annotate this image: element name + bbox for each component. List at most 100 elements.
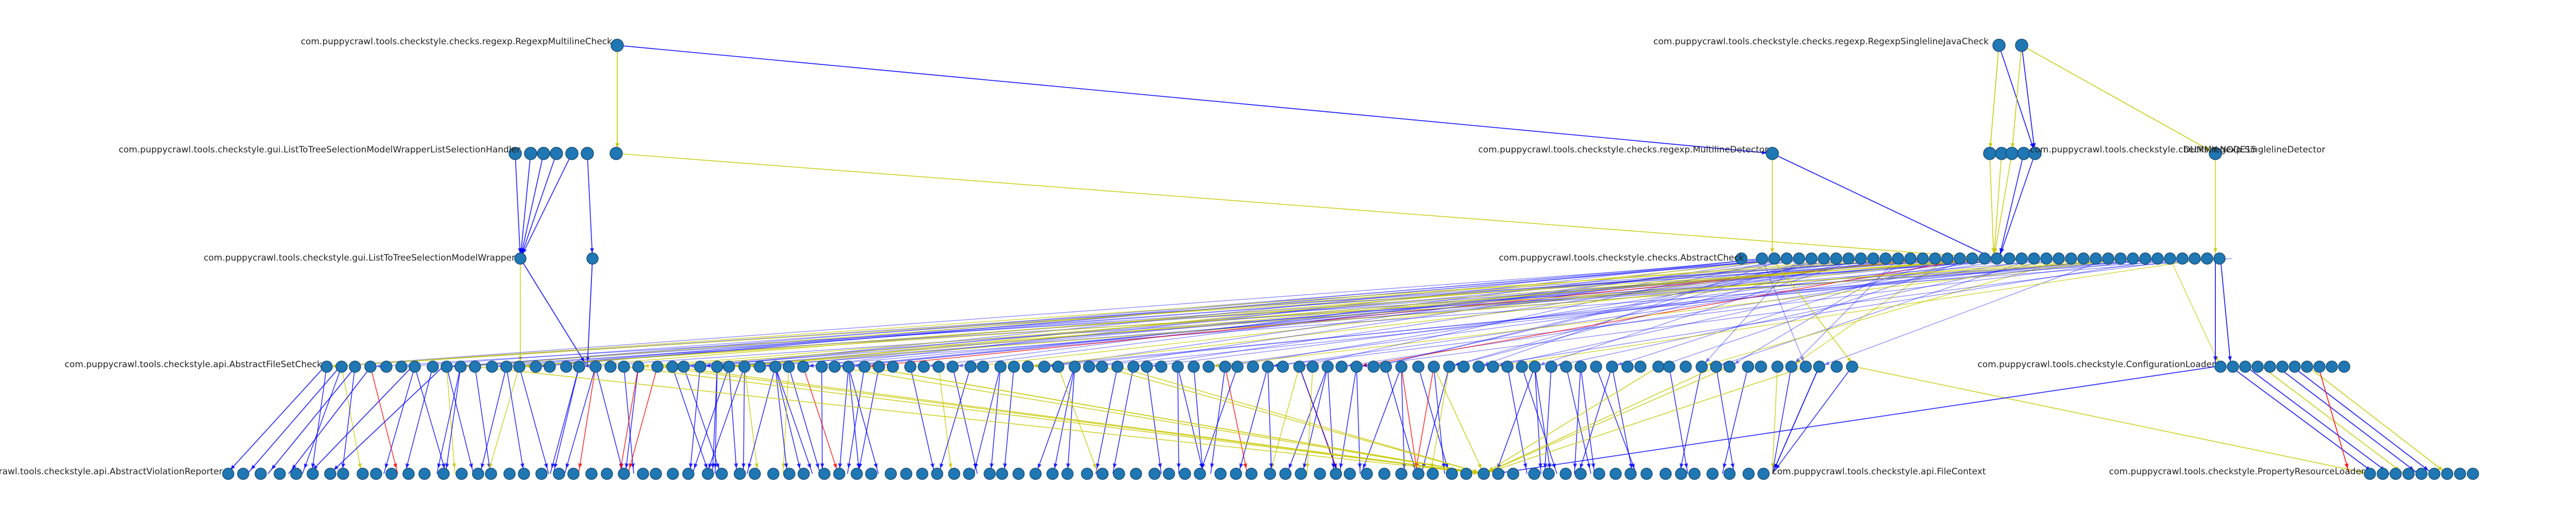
dependency-edge: [1772, 366, 1778, 474]
dependency-edge: [744, 258, 2232, 367]
graph-node: [1458, 360, 1470, 373]
dependency-edge: [2318, 366, 2350, 474]
dependency-edge: [1044, 258, 1787, 367]
node-label-layer2-right: com.puppycrawl.tools.checkstyle.checks.r…: [2030, 145, 2325, 155]
graph-node: [2040, 252, 2053, 265]
graph-node: [1130, 468, 1142, 480]
edge-arrowhead: [989, 463, 994, 469]
dependency-edge: [1729, 258, 1911, 367]
dependency-edge: [564, 366, 596, 474]
graph-node: [946, 360, 959, 373]
dependency-edge: [848, 366, 879, 474]
edge-arrowhead: [703, 463, 708, 469]
node-label-top-right: com.puppycrawl.tools.checkstyle.checks.r…: [1653, 37, 1989, 47]
graph-node: [1155, 360, 1167, 373]
dependency-edge: [326, 258, 1800, 367]
graph-node: [1478, 468, 1490, 480]
dependency-edge: [1612, 258, 1948, 367]
node-label-layer5-mid: com.puppycrawl.tools.checkstyle.api.File…: [1772, 467, 1986, 477]
edge-arrowhead: [689, 364, 694, 368]
graph-node: [1487, 360, 1499, 373]
graph-node: [1723, 360, 1736, 373]
graph-node: [1230, 468, 1242, 480]
dependency-edge: [743, 366, 745, 474]
graph-node: [1867, 252, 1879, 265]
graph-node: [586, 252, 599, 265]
edge-arrowhead: [376, 364, 381, 368]
edge-arrowhead: [1680, 463, 1684, 469]
dependency-edge: [520, 153, 531, 259]
dependency-edge: [1574, 366, 1581, 474]
graph-node: [2015, 39, 2028, 52]
graph-node: [472, 468, 484, 480]
edge-arrowhead: [1243, 463, 1247, 469]
dependency-edge: [747, 366, 776, 474]
dependency-edge: [848, 258, 1899, 367]
graph-node: [933, 360, 945, 373]
edge-arrowhead: [1684, 463, 1688, 469]
graph-node: [1723, 468, 1736, 480]
graph-node: [585, 468, 598, 480]
graph-node: [1446, 468, 1458, 480]
edge-arrowhead: [741, 463, 746, 469]
graph-node: [1029, 468, 1042, 480]
dependency-edge: [692, 366, 730, 474]
edge-arrowhead: [469, 463, 473, 469]
edge-arrowhead: [580, 356, 585, 362]
graph-node: [1295, 468, 1307, 480]
dependency-edge: [2021, 45, 2036, 154]
node-label-top-left: com.puppycrawl.tools.checkstyle.checks.r…: [301, 37, 612, 47]
graph-node: [1264, 468, 1276, 480]
edge-arrowhead: [1402, 463, 1406, 469]
graph-node: [1008, 360, 1020, 373]
edge-arrowhead: [437, 463, 442, 469]
graph-node: [609, 147, 623, 160]
dependency-edge: [1580, 366, 1595, 474]
graph-node: [2467, 468, 2479, 480]
dependency-edge: [341, 366, 362, 474]
dependency-edge: [1356, 258, 2195, 367]
dependency-edge: [520, 153, 572, 259]
graph-node: [2276, 360, 2289, 373]
edge-arrowhead: [393, 463, 397, 469]
edge-arrowhead: [1096, 463, 1100, 469]
edge-arrowhead: [974, 463, 978, 469]
edge-arrowhead: [807, 463, 811, 469]
dependency-edge: [1483, 366, 1659, 474]
graph-node: [1022, 360, 1034, 373]
dependency-edge: [1430, 366, 1450, 474]
graph-node: [255, 468, 267, 480]
edge-arrowhead: [1573, 463, 1578, 469]
edge-arrowhead: [1774, 464, 1778, 469]
dependency-edge: [1053, 366, 1075, 474]
dependency-edge: [506, 366, 524, 474]
dependency-edge: [973, 366, 1001, 474]
edge-arrowhead: [341, 463, 346, 469]
graph-node: [1247, 360, 1259, 373]
edge-arrowhead: [1705, 357, 1710, 363]
dependency-edge: [474, 366, 1484, 474]
graph-node: [818, 468, 831, 480]
node-label-layer4-right: com.puppycrawl.tools.checkstyle.Configur…: [1977, 359, 2215, 370]
edge-arrowhead: [948, 463, 953, 469]
dependency-edge: [309, 366, 413, 474]
graph-node: [694, 360, 706, 373]
dependency-edge: [342, 366, 355, 474]
dependency-edge: [1449, 258, 1861, 367]
edge-arrowhead: [2213, 248, 2217, 253]
graph-node: [2127, 252, 2139, 265]
graph-node: [1111, 360, 1124, 373]
node-label-layer4-left: com.puppycrawl.tools.checkstyle.api.Abst…: [65, 359, 323, 370]
graph-edges: [226, 45, 2448, 475]
graph-node: [2326, 360, 2338, 373]
edge-arrowhead: [1538, 463, 1543, 469]
dependency-edge: [706, 366, 745, 474]
graph-node: [1529, 360, 1541, 373]
edge-arrowhead: [311, 463, 315, 469]
graph-node: [1978, 252, 1991, 265]
edge-arrowhead: [2437, 466, 2443, 471]
edge-arrowhead: [1730, 463, 1735, 469]
graph-node: [842, 360, 855, 373]
graph-node: [1855, 252, 1867, 265]
edge-arrowhead: [838, 463, 842, 469]
